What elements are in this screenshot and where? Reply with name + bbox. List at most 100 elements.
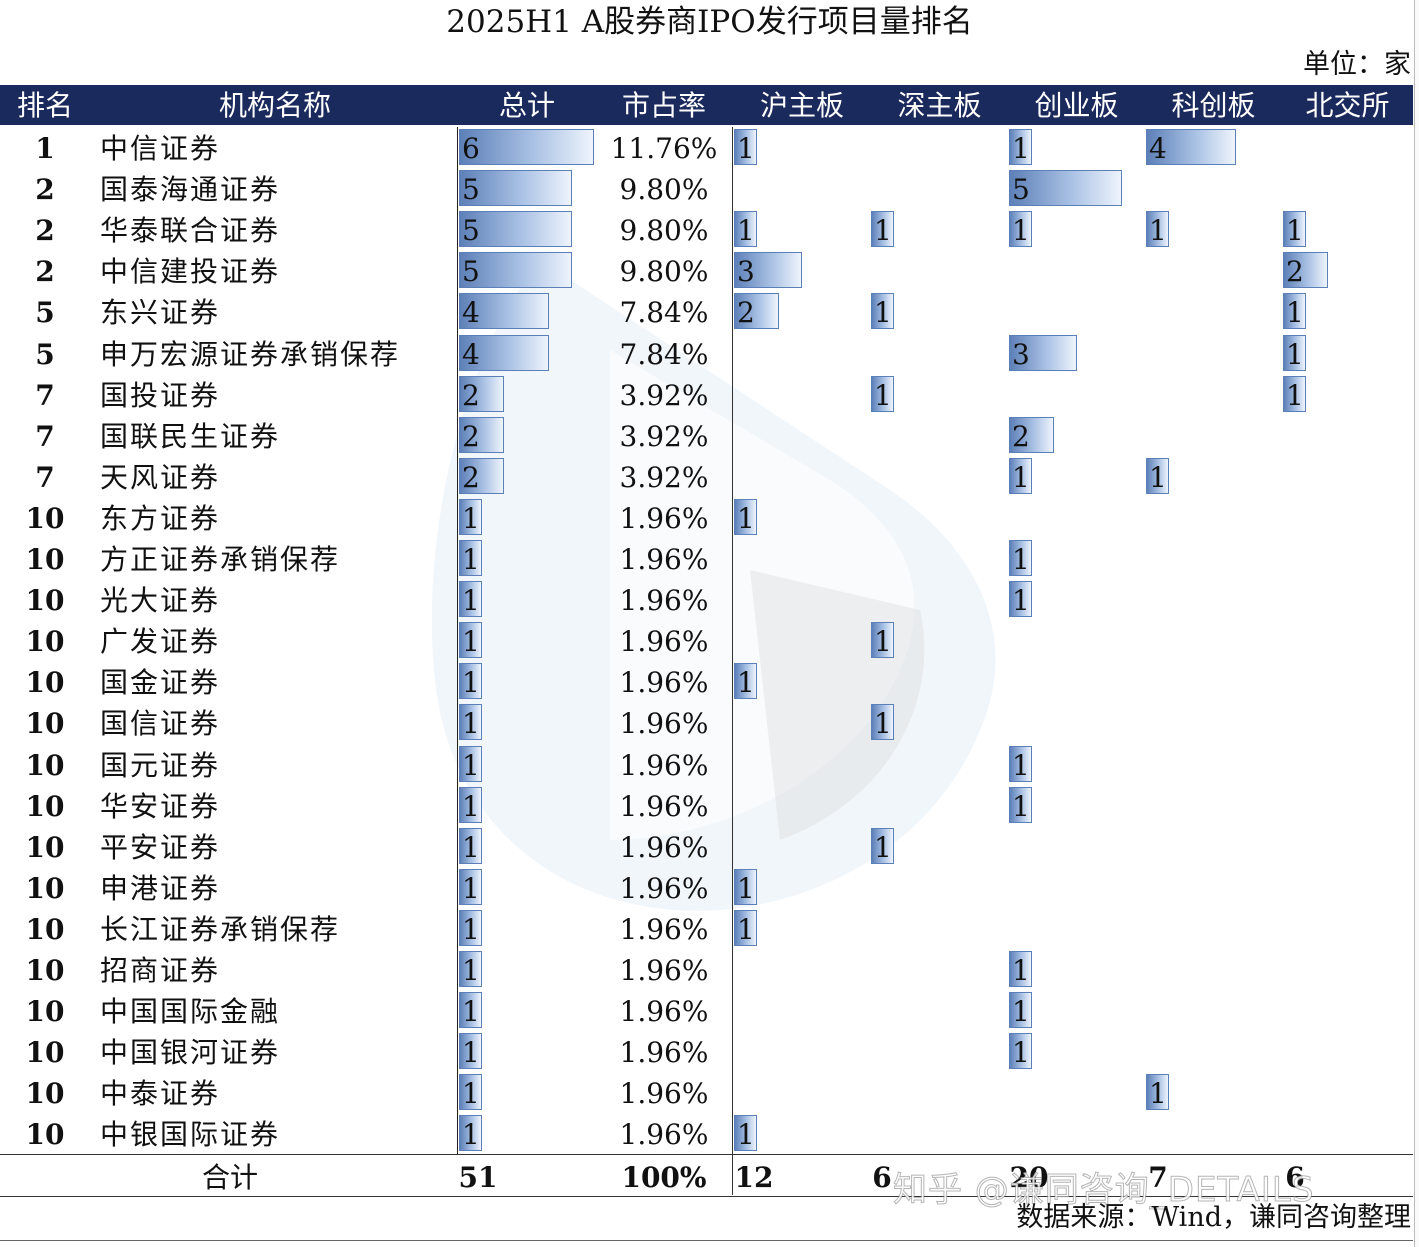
sh-main-bar: 3 <box>734 252 802 289</box>
table-row: 7 国联民生证券 3.92% 2 2 <box>0 415 1413 456</box>
rank-cell: 7 <box>35 419 55 453</box>
total-bar: 4 <box>459 293 549 330</box>
total-bar: 1 <box>459 1115 482 1152</box>
table-row: 7 国投证券 3.92% 2 1 1 <box>0 374 1413 415</box>
rank-cell: 5 <box>35 296 55 330</box>
table-row: 10 东方证券 1.96% 1 1 <box>0 497 1413 538</box>
rank-cell: 10 <box>25 995 65 1029</box>
institution-name: 国信证券 <box>100 707 221 741</box>
rank-cell: 5 <box>35 337 55 371</box>
market-share: 9.80% <box>619 173 709 207</box>
bse-bar: 1 <box>1283 375 1306 412</box>
sz-main-bar: 1 <box>871 827 894 864</box>
header-chinext: 创业板 <box>1034 89 1119 122</box>
total-star: 7 <box>1148 1161 1168 1194</box>
institution-name: 国泰海通证券 <box>100 173 281 207</box>
market-share: 1.96% <box>619 954 709 987</box>
total-bar: 1 <box>459 951 482 987</box>
total-bar: 2 <box>459 416 504 453</box>
institution-name: 国联民生证券 <box>100 419 281 453</box>
rank-cell: 10 <box>25 748 65 782</box>
institution-name: 中信证券 <box>100 132 221 165</box>
sz-main-bar: 1 <box>871 211 894 248</box>
total-chinext: 20 <box>1009 1161 1049 1194</box>
sh-main-bar: 1 <box>734 211 757 248</box>
table-row: 10 国信证券 1.96% 1 1 <box>0 702 1413 743</box>
total-bar: 5 <box>459 211 572 248</box>
unit-label: 单位：家 <box>1303 49 1411 80</box>
institution-name: 中泰证券 <box>100 1077 221 1111</box>
chinext-bar: 5 <box>1009 170 1122 207</box>
market-share: 1.96% <box>619 789 709 823</box>
source-note: 数据来源：Wind，谦同咨询整理 <box>1016 1202 1411 1233</box>
star-bar: 1 <box>1146 211 1169 248</box>
rank-cell: 2 <box>35 214 55 248</box>
market-share: 1.96% <box>619 707 709 741</box>
institution-name: 招商证券 <box>100 954 221 987</box>
header-sz-main: 深主板 <box>897 89 982 122</box>
sh-main-bar: 2 <box>734 293 779 330</box>
table-row: 7 天风证券 3.92% 2 1 1 <box>0 456 1413 497</box>
institution-name: 中国国际金融 <box>100 995 281 1029</box>
total-row: 合计 51 100% 12 6 20 7 6 <box>0 1154 1413 1197</box>
total-bar: 1 <box>459 540 482 576</box>
institution-name: 申港证券 <box>100 871 221 905</box>
table-row: 10 长江证券承销保荐 1.96% 1 1 <box>0 908 1413 949</box>
total-label: 合计 <box>201 1161 258 1194</box>
rank-cell: 2 <box>35 173 55 207</box>
total-sz-main: 6 <box>872 1161 892 1194</box>
total-bar: 4 <box>459 334 549 371</box>
star-bar: 1 <box>1146 1074 1169 1111</box>
right-edge <box>1414 0 1419 1247</box>
rank-cell: 10 <box>25 1118 65 1152</box>
table-row: 10 中泰证券 1.96% 1 1 <box>0 1072 1413 1113</box>
institution-name: 方正证券承销保荐 <box>100 543 341 576</box>
chart-title: 2025H1 A股券商IPO发行项目量排名 <box>446 4 973 40</box>
table-row: 2 中信建投证券 9.80% 5 3 2 <box>0 250 1413 291</box>
table-row: 10 方正证券承销保荐 1.96% 1 1 <box>0 538 1413 579</box>
header-sh-main: 沪主板 <box>759 89 844 122</box>
market-share: 11.76% <box>610 132 718 165</box>
rank-cell: 7 <box>35 378 55 412</box>
total-bar: 1 <box>459 581 482 618</box>
rank-cell: 10 <box>25 584 65 618</box>
rank-cell: 10 <box>25 954 65 987</box>
sh-main-bar: 1 <box>734 909 757 946</box>
chinext-bar: 3 <box>1009 334 1077 371</box>
chinext-bar: 1 <box>1009 129 1032 165</box>
rank-cell: 10 <box>25 543 65 576</box>
institution-name: 东兴证券 <box>100 296 221 330</box>
total-bar: 1 <box>459 745 482 782</box>
market-share: 1.96% <box>619 748 709 782</box>
table-row: 10 平安证券 1.96% 1 1 <box>0 826 1413 867</box>
total-bar: 6 <box>459 129 594 165</box>
institution-name: 华安证券 <box>100 789 221 823</box>
star-bar: 4 <box>1146 129 1236 165</box>
table-row: 10 国金证券 1.96% 1 1 <box>0 661 1413 702</box>
institution-name: 中银国际证券 <box>100 1118 281 1152</box>
table-row: 2 国泰海通证券 9.80% 5 5 <box>0 168 1413 209</box>
rank-cell: 10 <box>25 666 65 700</box>
total-bar: 1 <box>459 498 482 535</box>
rank-cell: 10 <box>25 789 65 823</box>
table-row: 10 中国国际金融 1.96% 1 1 <box>0 990 1413 1031</box>
total-share: 100% <box>621 1161 707 1194</box>
table-row: 10 光大证券 1.96% 1 1 <box>0 579 1413 620</box>
table-header: 排名 机构名称 总计 市占率 沪主板 深主板 创业板 科创板 北交所 <box>0 85 1413 125</box>
rank-cell: 1 <box>35 132 55 165</box>
institution-name: 申万宏源证券承销保荐 <box>100 337 401 371</box>
header-name: 机构名称 <box>218 89 331 122</box>
total-bar: 1 <box>459 786 482 823</box>
total-bar: 5 <box>459 170 572 207</box>
market-share: 1.96% <box>619 543 709 576</box>
rank-cell: 7 <box>35 460 55 494</box>
market-share: 1.96% <box>619 995 709 1029</box>
market-share: 3.92% <box>619 460 709 494</box>
bse-bar: 1 <box>1283 211 1306 248</box>
institution-name: 中信建投证券 <box>100 255 281 289</box>
rank-cell: 10 <box>25 501 65 535</box>
total-bar: 2 <box>459 375 504 412</box>
rank-cell: 10 <box>25 1036 65 1070</box>
sz-main-bar: 1 <box>871 704 894 741</box>
total-bar: 1 <box>459 622 482 659</box>
